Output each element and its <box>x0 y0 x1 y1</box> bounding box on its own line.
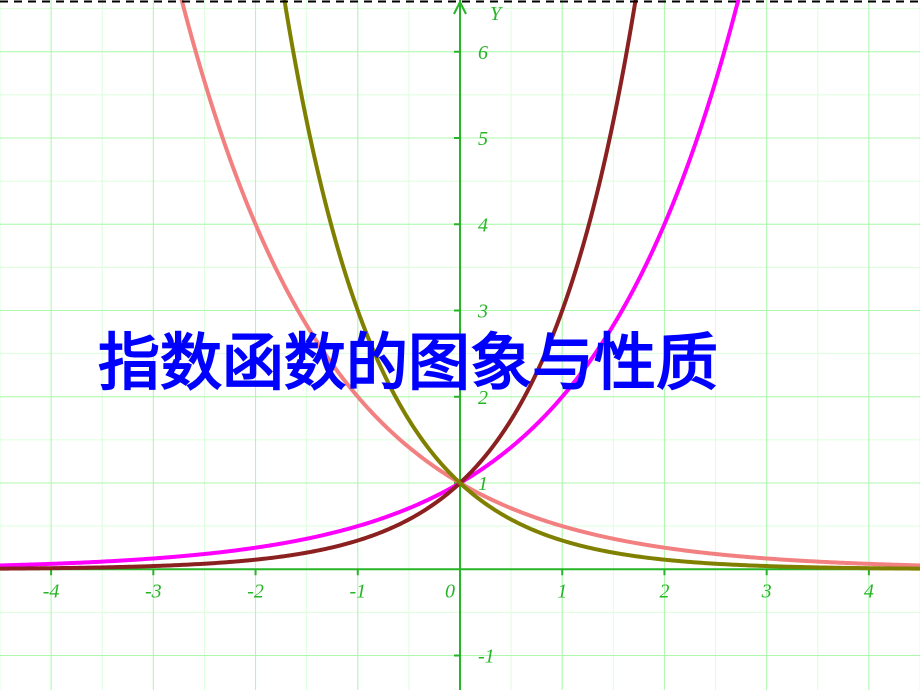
svg-text:3: 3 <box>477 301 488 323</box>
chart-container: -4-3-2-101234-1123456Y 指数函数的图象与性质 <box>0 0 920 690</box>
svg-text:0: 0 <box>445 580 455 602</box>
svg-text:2: 2 <box>659 580 669 602</box>
svg-text:-4: -4 <box>43 580 60 602</box>
svg-text:-3: -3 <box>145 580 162 602</box>
svg-text:1: 1 <box>557 580 567 602</box>
svg-text:4: 4 <box>478 214 488 236</box>
svg-text:3: 3 <box>761 580 772 602</box>
svg-text:6: 6 <box>478 42 488 64</box>
svg-text:5: 5 <box>478 128 488 150</box>
svg-text:-1: -1 <box>349 580 366 602</box>
svg-text:4: 4 <box>864 580 874 602</box>
svg-text:-2: -2 <box>247 580 264 602</box>
svg-text:2: 2 <box>478 387 488 409</box>
svg-text:-1: -1 <box>478 646 495 668</box>
exponential-chart: -4-3-2-101234-1123456Y <box>0 0 920 690</box>
svg-text:Y: Y <box>490 3 503 25</box>
